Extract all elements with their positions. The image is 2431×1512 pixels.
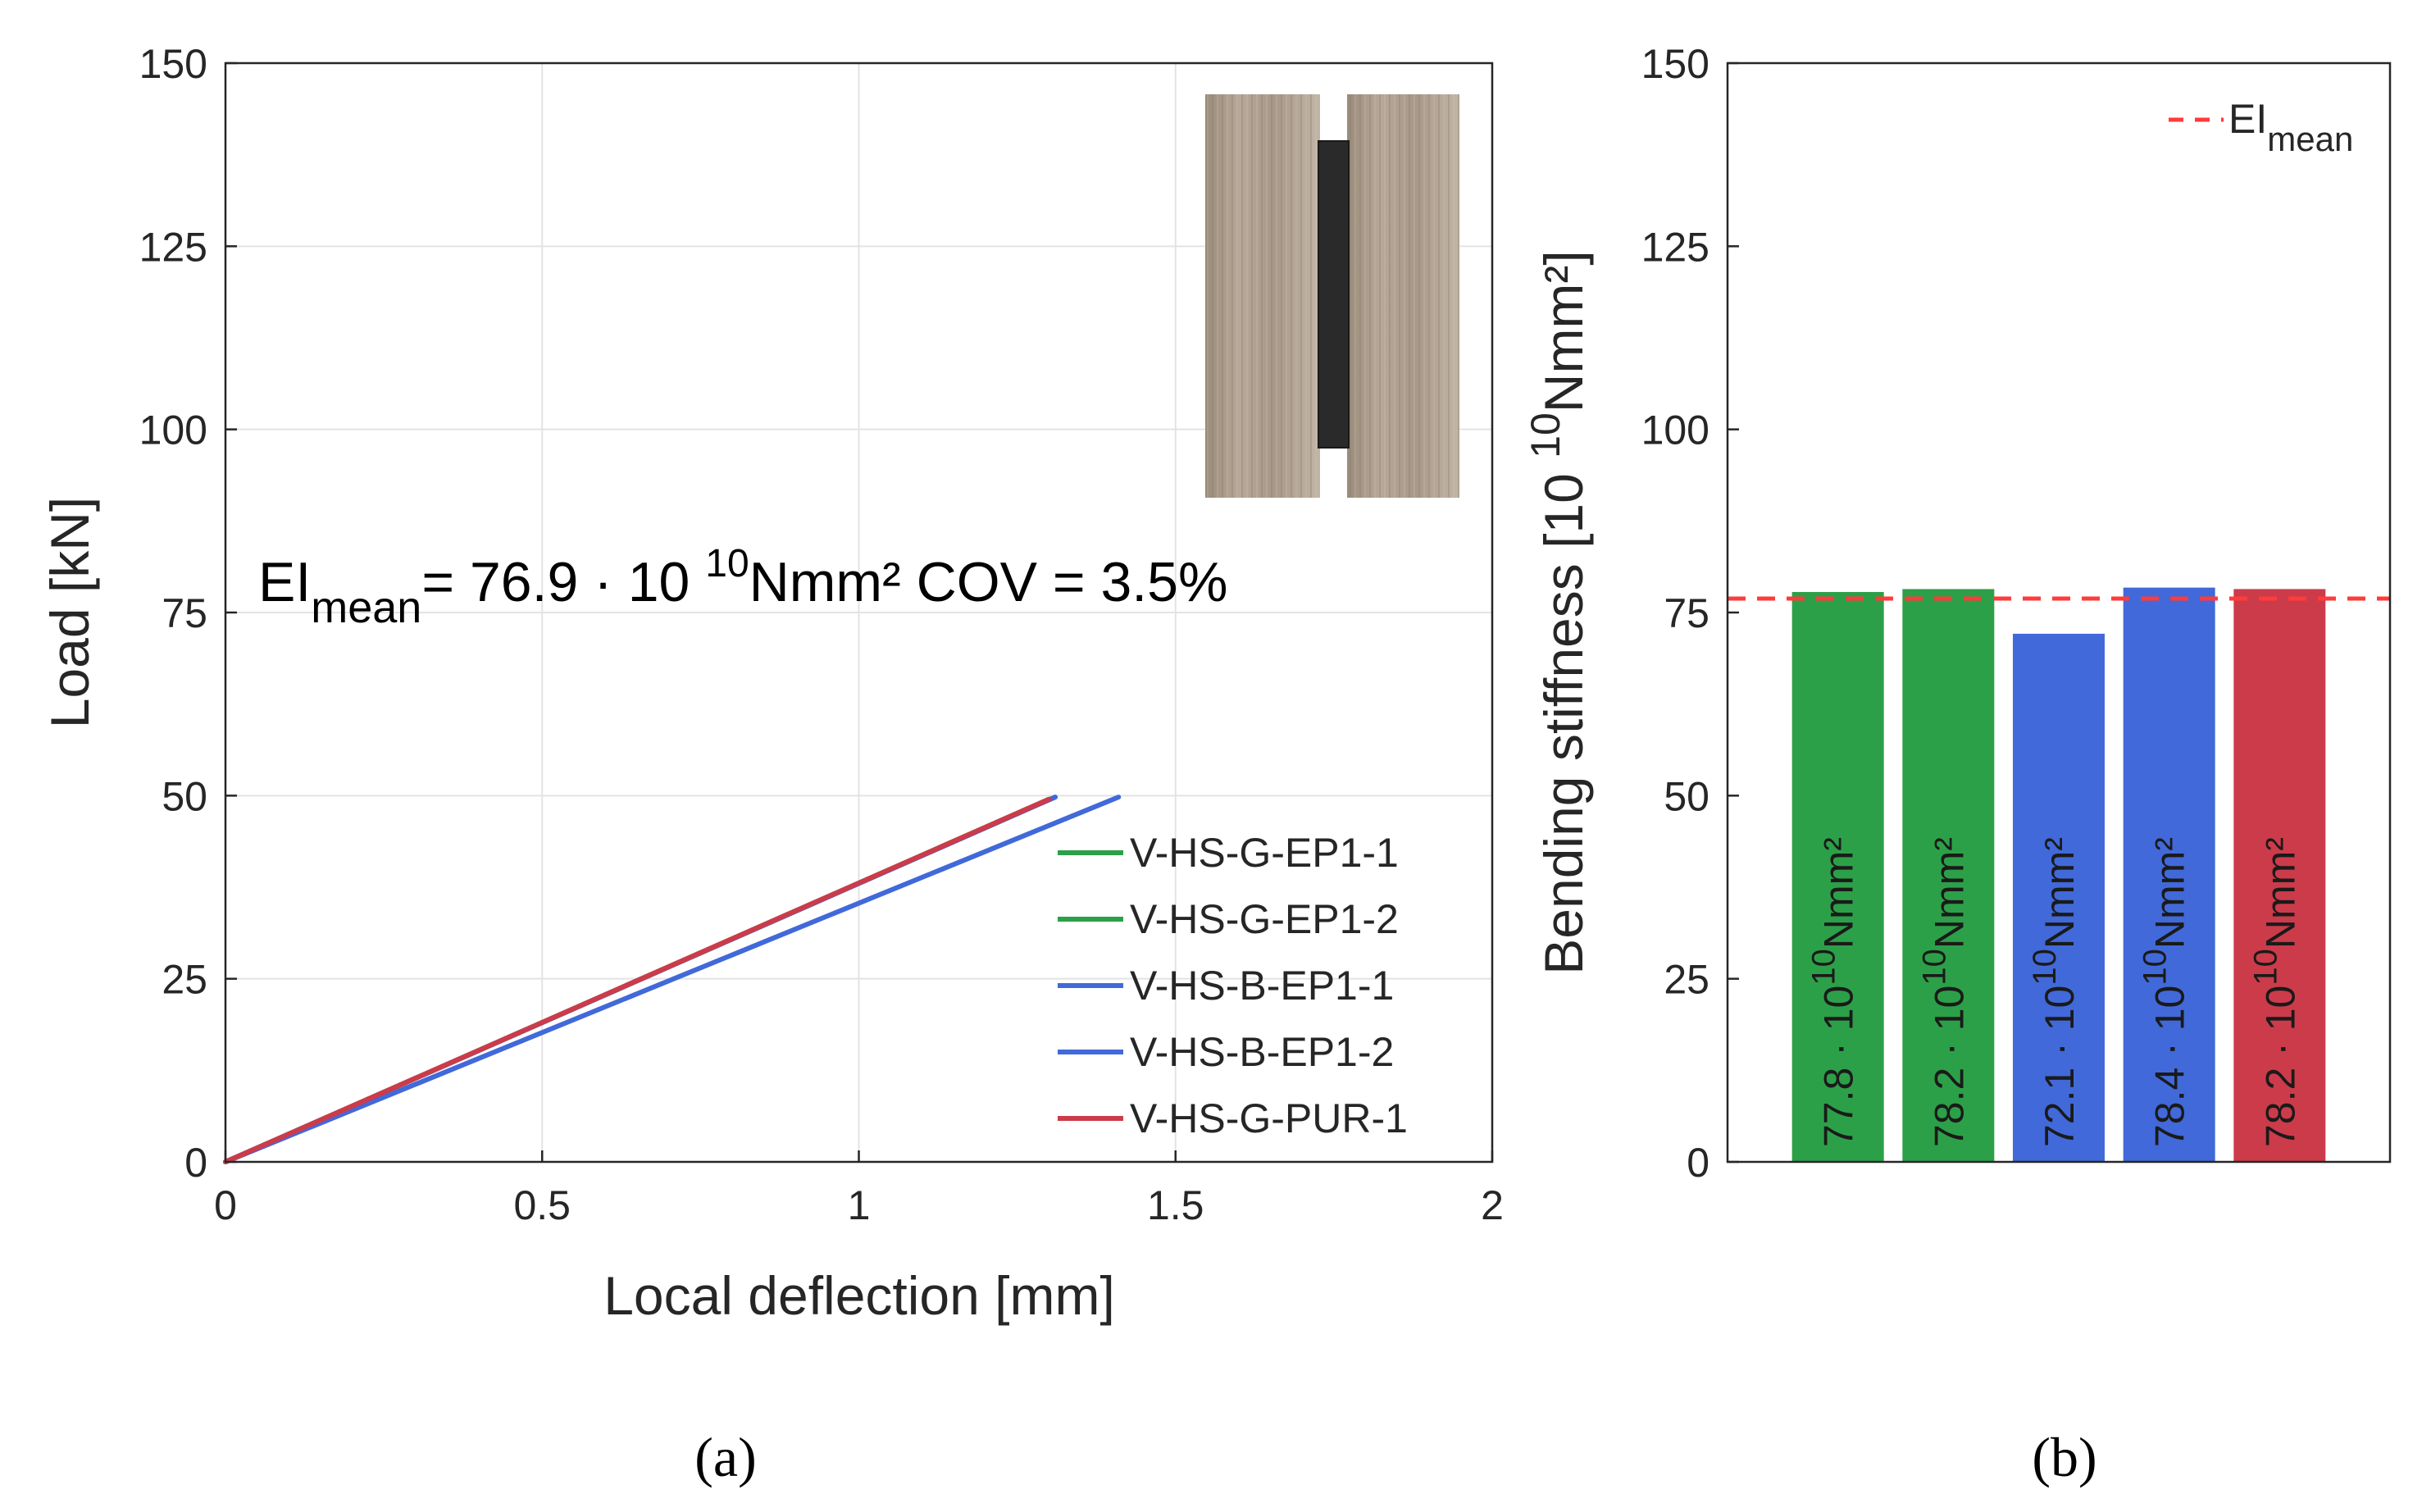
bar-value-label: 78.2 · 1010Nmm² [2247, 837, 2303, 1147]
legend-label: V-HS-G-EP1-2 [1130, 896, 1399, 942]
ei-mean-annotation: EImean= 76.9 · 10 10Nmm² COV = 3.5% [258, 542, 1227, 632]
legend-label: V-HS-B-EP1-2 [1130, 1029, 1394, 1075]
panel-a-y-tick-label: 125 [139, 224, 207, 270]
panel-a-line-chart: 0 0.5 1 1.5 2 0 25 50 75 100 125 150 Local deflect… [39, 41, 1504, 1488]
panel-a-y-tick-label: 150 [139, 41, 207, 87]
panel-a-y-tick-label: 0 [184, 1140, 207, 1186]
bar-2 [1902, 589, 1995, 1162]
panel-b-y-axis-label: Bending stiffness [10 10Nmm²] [1523, 250, 1594, 974]
panel-b-y-tick-label: 150 [1641, 41, 1709, 87]
panel-a-series-lines [223, 795, 1122, 1164]
legend-label: V-HS-G-PUR-1 [1130, 1095, 1408, 1141]
panel-b-legend: EImean [2169, 96, 2353, 158]
specimen-photo [1205, 94, 1459, 498]
panel-a-legend: V-HS-G-EP1-1 V-HS-G-EP1-2 V-HS-B-EP1-1 V-HS… [1058, 830, 1408, 1141]
panel-a-label: (a) [694, 1426, 756, 1488]
panel-a-y-tick-label: 50 [162, 773, 207, 819]
panel-a-y-tick-labels: 0 25 50 75 100 125 150 [139, 41, 207, 1186]
panel-b-y-tick-label: 50 [1664, 773, 1709, 819]
panel-b-label: (b) [2032, 1426, 2096, 1488]
panel-b-y-tick-label: 25 [1664, 957, 1709, 1003]
panel-b-y-tick-label: 100 [1641, 408, 1709, 453]
panel-b-y-tick-label: 125 [1641, 224, 1709, 270]
bar-5 [2233, 589, 2326, 1162]
series-line-v-hs-g-pur-1 [223, 796, 1052, 1164]
panel-b-y-tick-labels: 0 25 50 75 100 125 150 [1641, 41, 1739, 1186]
legend-label: V-HS-B-EP1-1 [1130, 963, 1394, 1009]
panel-a-x-tick-label: 0.5 [513, 1182, 571, 1228]
bar-value-label: 77.8 · 1010Nmm² [1806, 837, 1862, 1147]
panel-a-x-axis-label: Local deflection [mm] [603, 1265, 1115, 1326]
panel-b-y-tick-label: 0 [1687, 1140, 1709, 1186]
panel-a-y-axis-label: Load [kN] [39, 497, 100, 729]
bar-value-label: 78.4 · 1010Nmm² [2137, 837, 2193, 1147]
bar-value-label: 78.2 · 1010Nmm² [1916, 837, 1972, 1147]
bar-3 [2013, 633, 2105, 1162]
bar-4 [2123, 587, 2215, 1162]
panel-a-x-tick-label: 1.5 [1147, 1182, 1204, 1228]
panel-a-y-tick-label: 75 [162, 590, 207, 636]
panel-b-bar-chart: 77.8 · 1010Nmm² 78.2 · 1010Nmm² 72.1 · 101… [1523, 41, 2392, 1488]
panel-a-x-tick-label: 2 [1481, 1182, 1504, 1228]
panel-a-x-tick-labels: 0 0.5 1 1.5 2 [214, 1182, 1504, 1228]
panel-a-y-tick-label: 25 [162, 957, 207, 1003]
panel-a-axes-box [224, 61, 1494, 1164]
series-line-v-hs-b-ep1-1 [223, 795, 1122, 1164]
panel-a-x-tick-label: 0 [214, 1182, 237, 1228]
legend-mean-label: EImean [2228, 96, 2353, 158]
bar-value-label: 72.1 · 1010Nmm² [2027, 837, 2083, 1147]
panel-b-bars: 77.8 · 1010Nmm² 78.2 · 1010Nmm² 72.1 · 101… [1791, 587, 2326, 1162]
panel-b-y-tick-label: 75 [1664, 590, 1709, 636]
panel-a-x-tick-label: 1 [848, 1182, 871, 1228]
panel-a-y-tick-label: 100 [139, 408, 207, 453]
bar-1 [1791, 591, 1884, 1162]
legend-label: V-HS-G-EP1-1 [1130, 830, 1399, 876]
